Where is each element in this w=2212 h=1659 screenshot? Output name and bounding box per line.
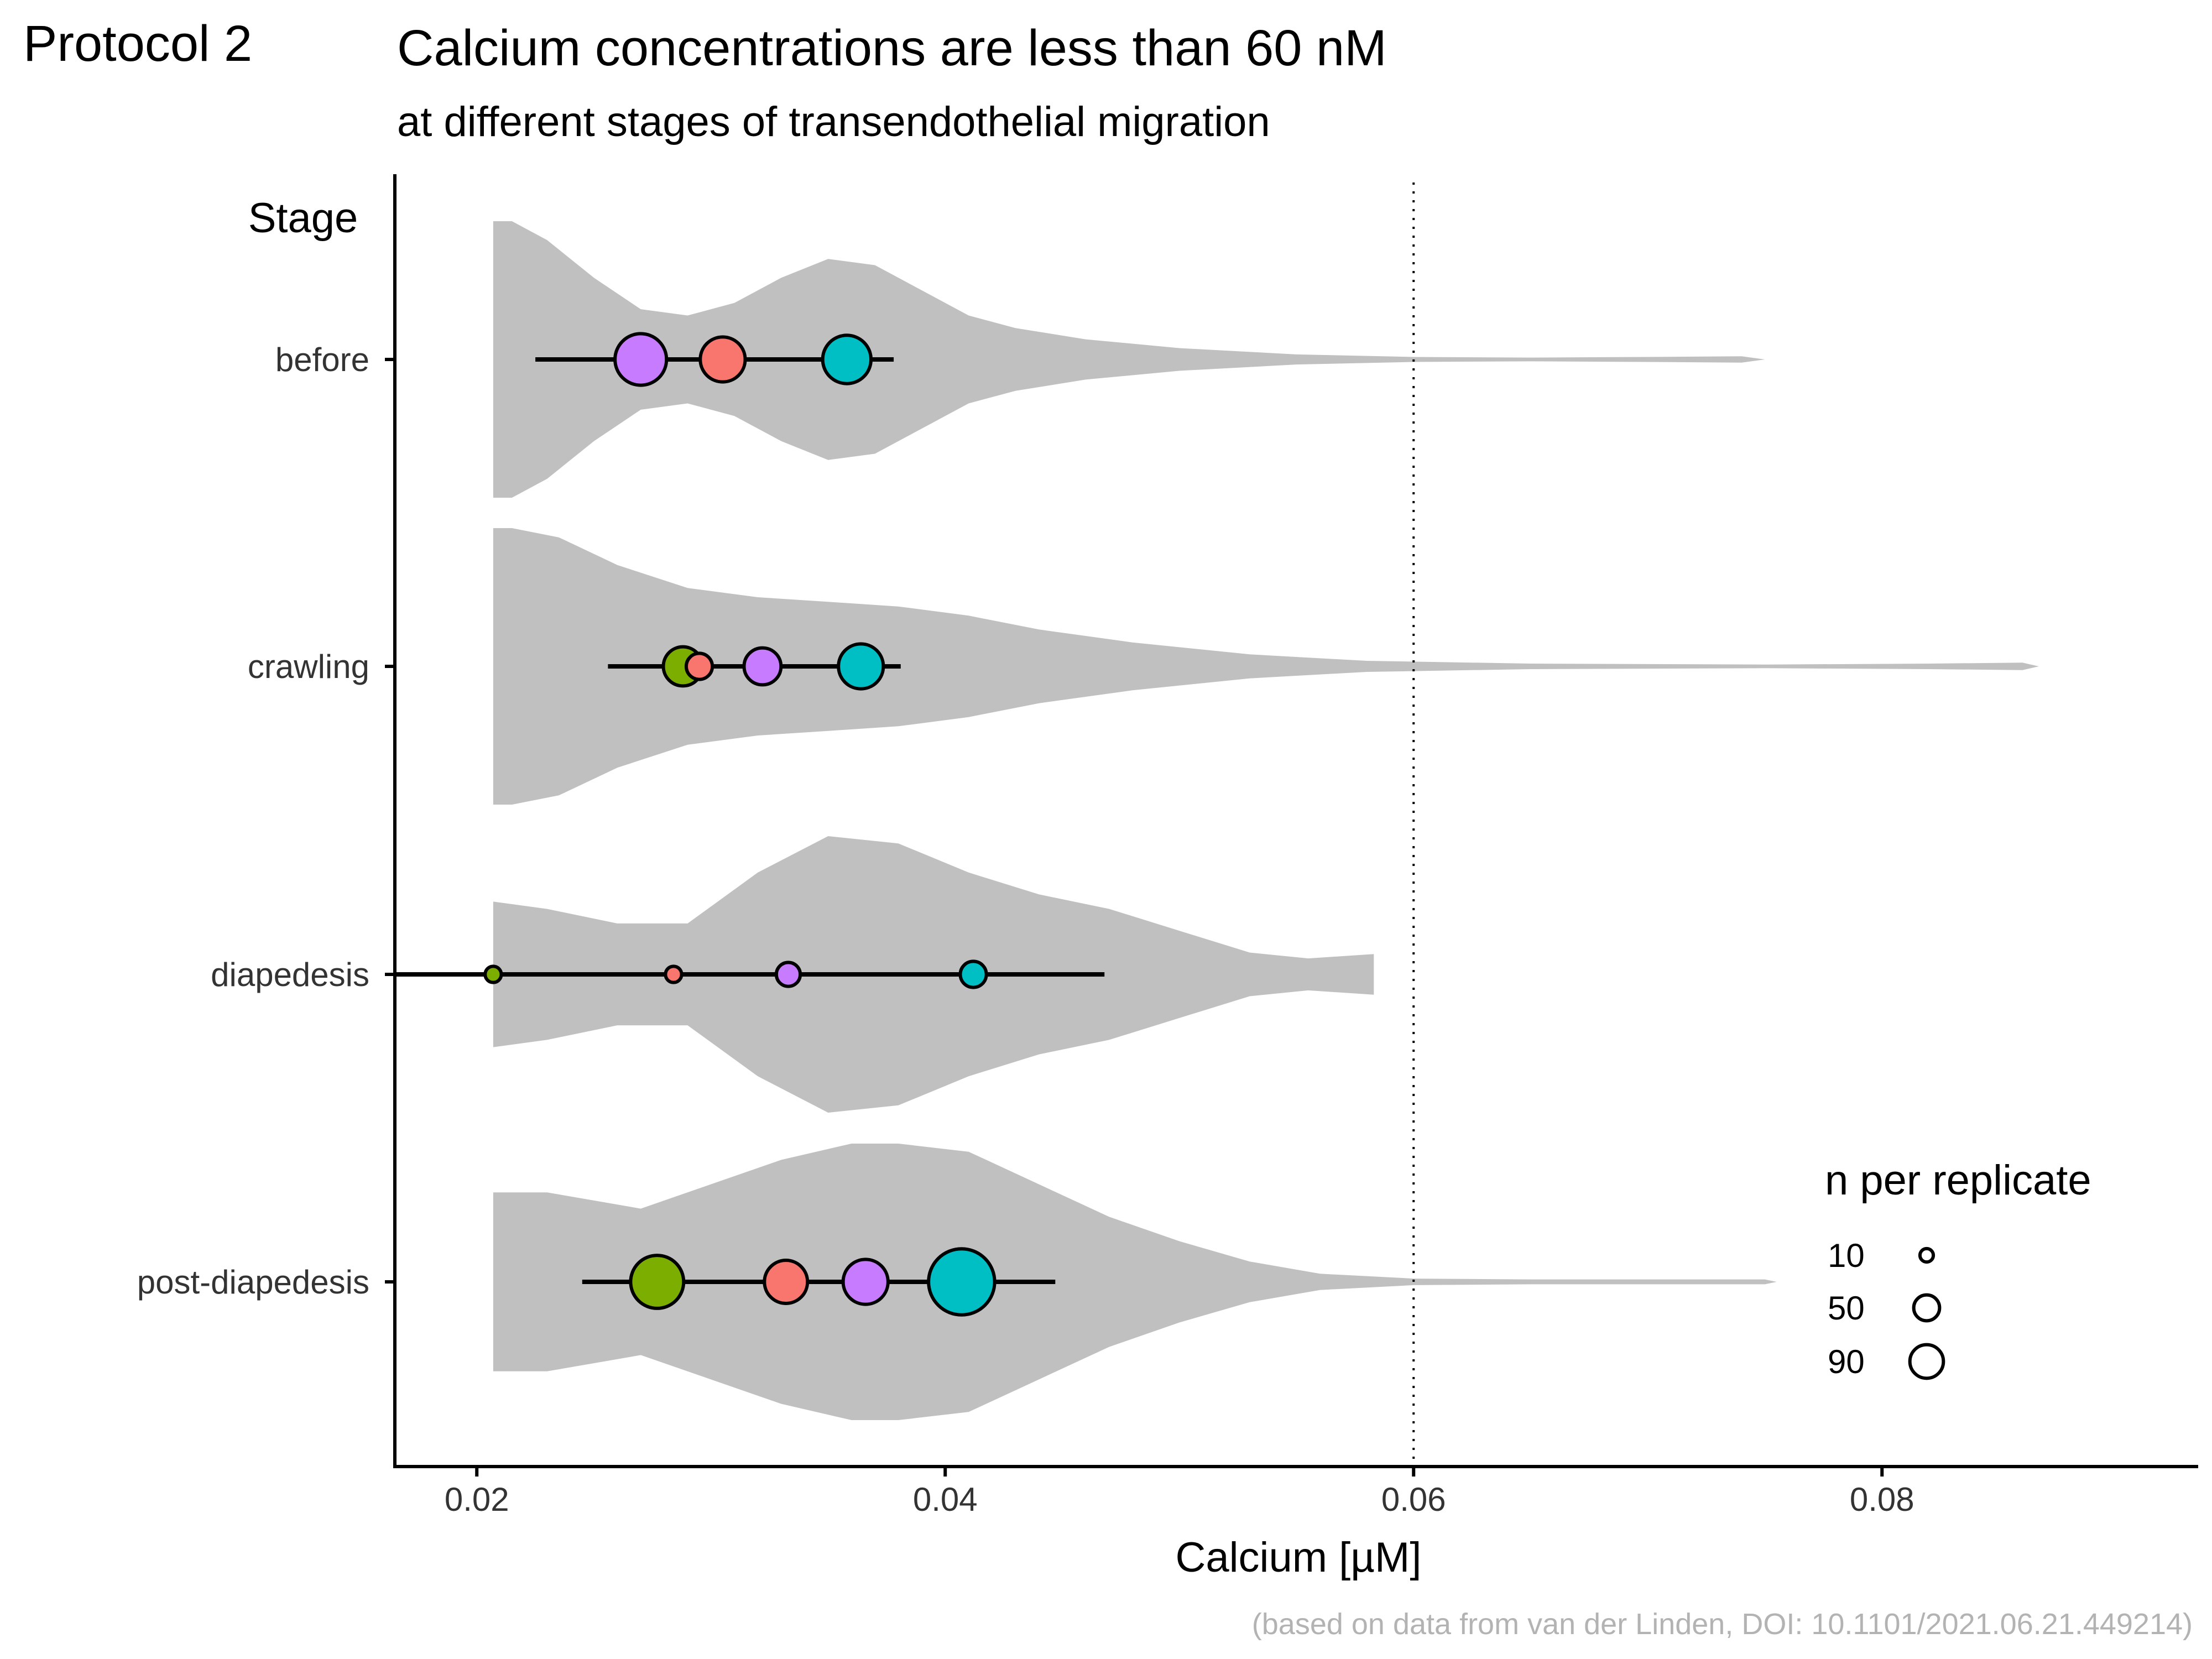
violin-post-diapedesis	[493, 1144, 1777, 1420]
replicate-point-crawling	[742, 646, 783, 687]
y-axis-title: Stage	[248, 195, 358, 242]
replicate-point-before	[821, 333, 873, 385]
replicate-point-post-diapedesis	[629, 1254, 686, 1310]
replicate-point-crawling	[837, 642, 885, 691]
replicate-point-crawling	[684, 651, 714, 681]
x-tick-label: 0.04	[913, 1481, 978, 1518]
replicate-point-before	[698, 335, 747, 384]
error-bars	[395, 357, 1105, 1284]
y-tick-label-crawling: crawling	[248, 648, 369, 685]
x-tick-label: 0.06	[1381, 1481, 1446, 1518]
x-tick-label: 0.08	[1850, 1481, 1914, 1518]
legend-label-10: 10	[1828, 1237, 1865, 1274]
y-tick-label-diapedesis: diapedesis	[211, 956, 369, 993]
replicate-point-diapedesis	[958, 959, 988, 989]
y-tick-label-post-diapedesis: post-diapedesis	[137, 1264, 369, 1301]
legend-label-90: 90	[1828, 1343, 1865, 1380]
legend-size-circle	[1918, 1246, 1936, 1264]
y-tick-label-before: before	[275, 341, 369, 378]
legend-title: n per replicate	[1825, 1157, 2091, 1204]
x-axis-title: Calcium [µM]	[1176, 1534, 1422, 1581]
chart-title: Calcium concentrations are less than 60 …	[397, 20, 1387, 76]
y-ticks: before crawling diapedesis post-diapedesis	[137, 341, 395, 1301]
axes	[393, 174, 2198, 1468]
replicate-point-diapedesis	[774, 961, 802, 988]
violin-before	[493, 221, 1765, 498]
replicate-point-post-diapedesis	[927, 1247, 997, 1317]
x-tick-label: 0.02	[445, 1481, 509, 1518]
replicate-point-post-diapedesis	[763, 1259, 810, 1305]
replicate-point-post-diapedesis	[841, 1258, 890, 1306]
x-ticks: 0.02 0.04 0.06 0.08	[445, 1467, 1914, 1518]
legend-label-50: 50	[1828, 1290, 1865, 1327]
legend-size-circle	[1912, 1293, 1942, 1323]
chart-subtitle: at different stages of transendothelial …	[397, 98, 1270, 145]
legend-size-circle	[1908, 1343, 1945, 1380]
protocol-tag: Protocol 2	[23, 15, 252, 72]
violin-crawling	[493, 528, 2039, 805]
replicate-point-before	[613, 332, 669, 387]
replicate-point-diapedesis	[664, 964, 684, 984]
caption: (based on data from van der Linden, DOI:…	[1252, 1608, 2193, 1641]
size-legend: n per replicate 10 50 90	[1825, 1157, 2091, 1380]
replicate-points	[483, 332, 997, 1317]
violins	[493, 221, 2039, 1420]
replicate-point-diapedesis	[483, 964, 503, 984]
